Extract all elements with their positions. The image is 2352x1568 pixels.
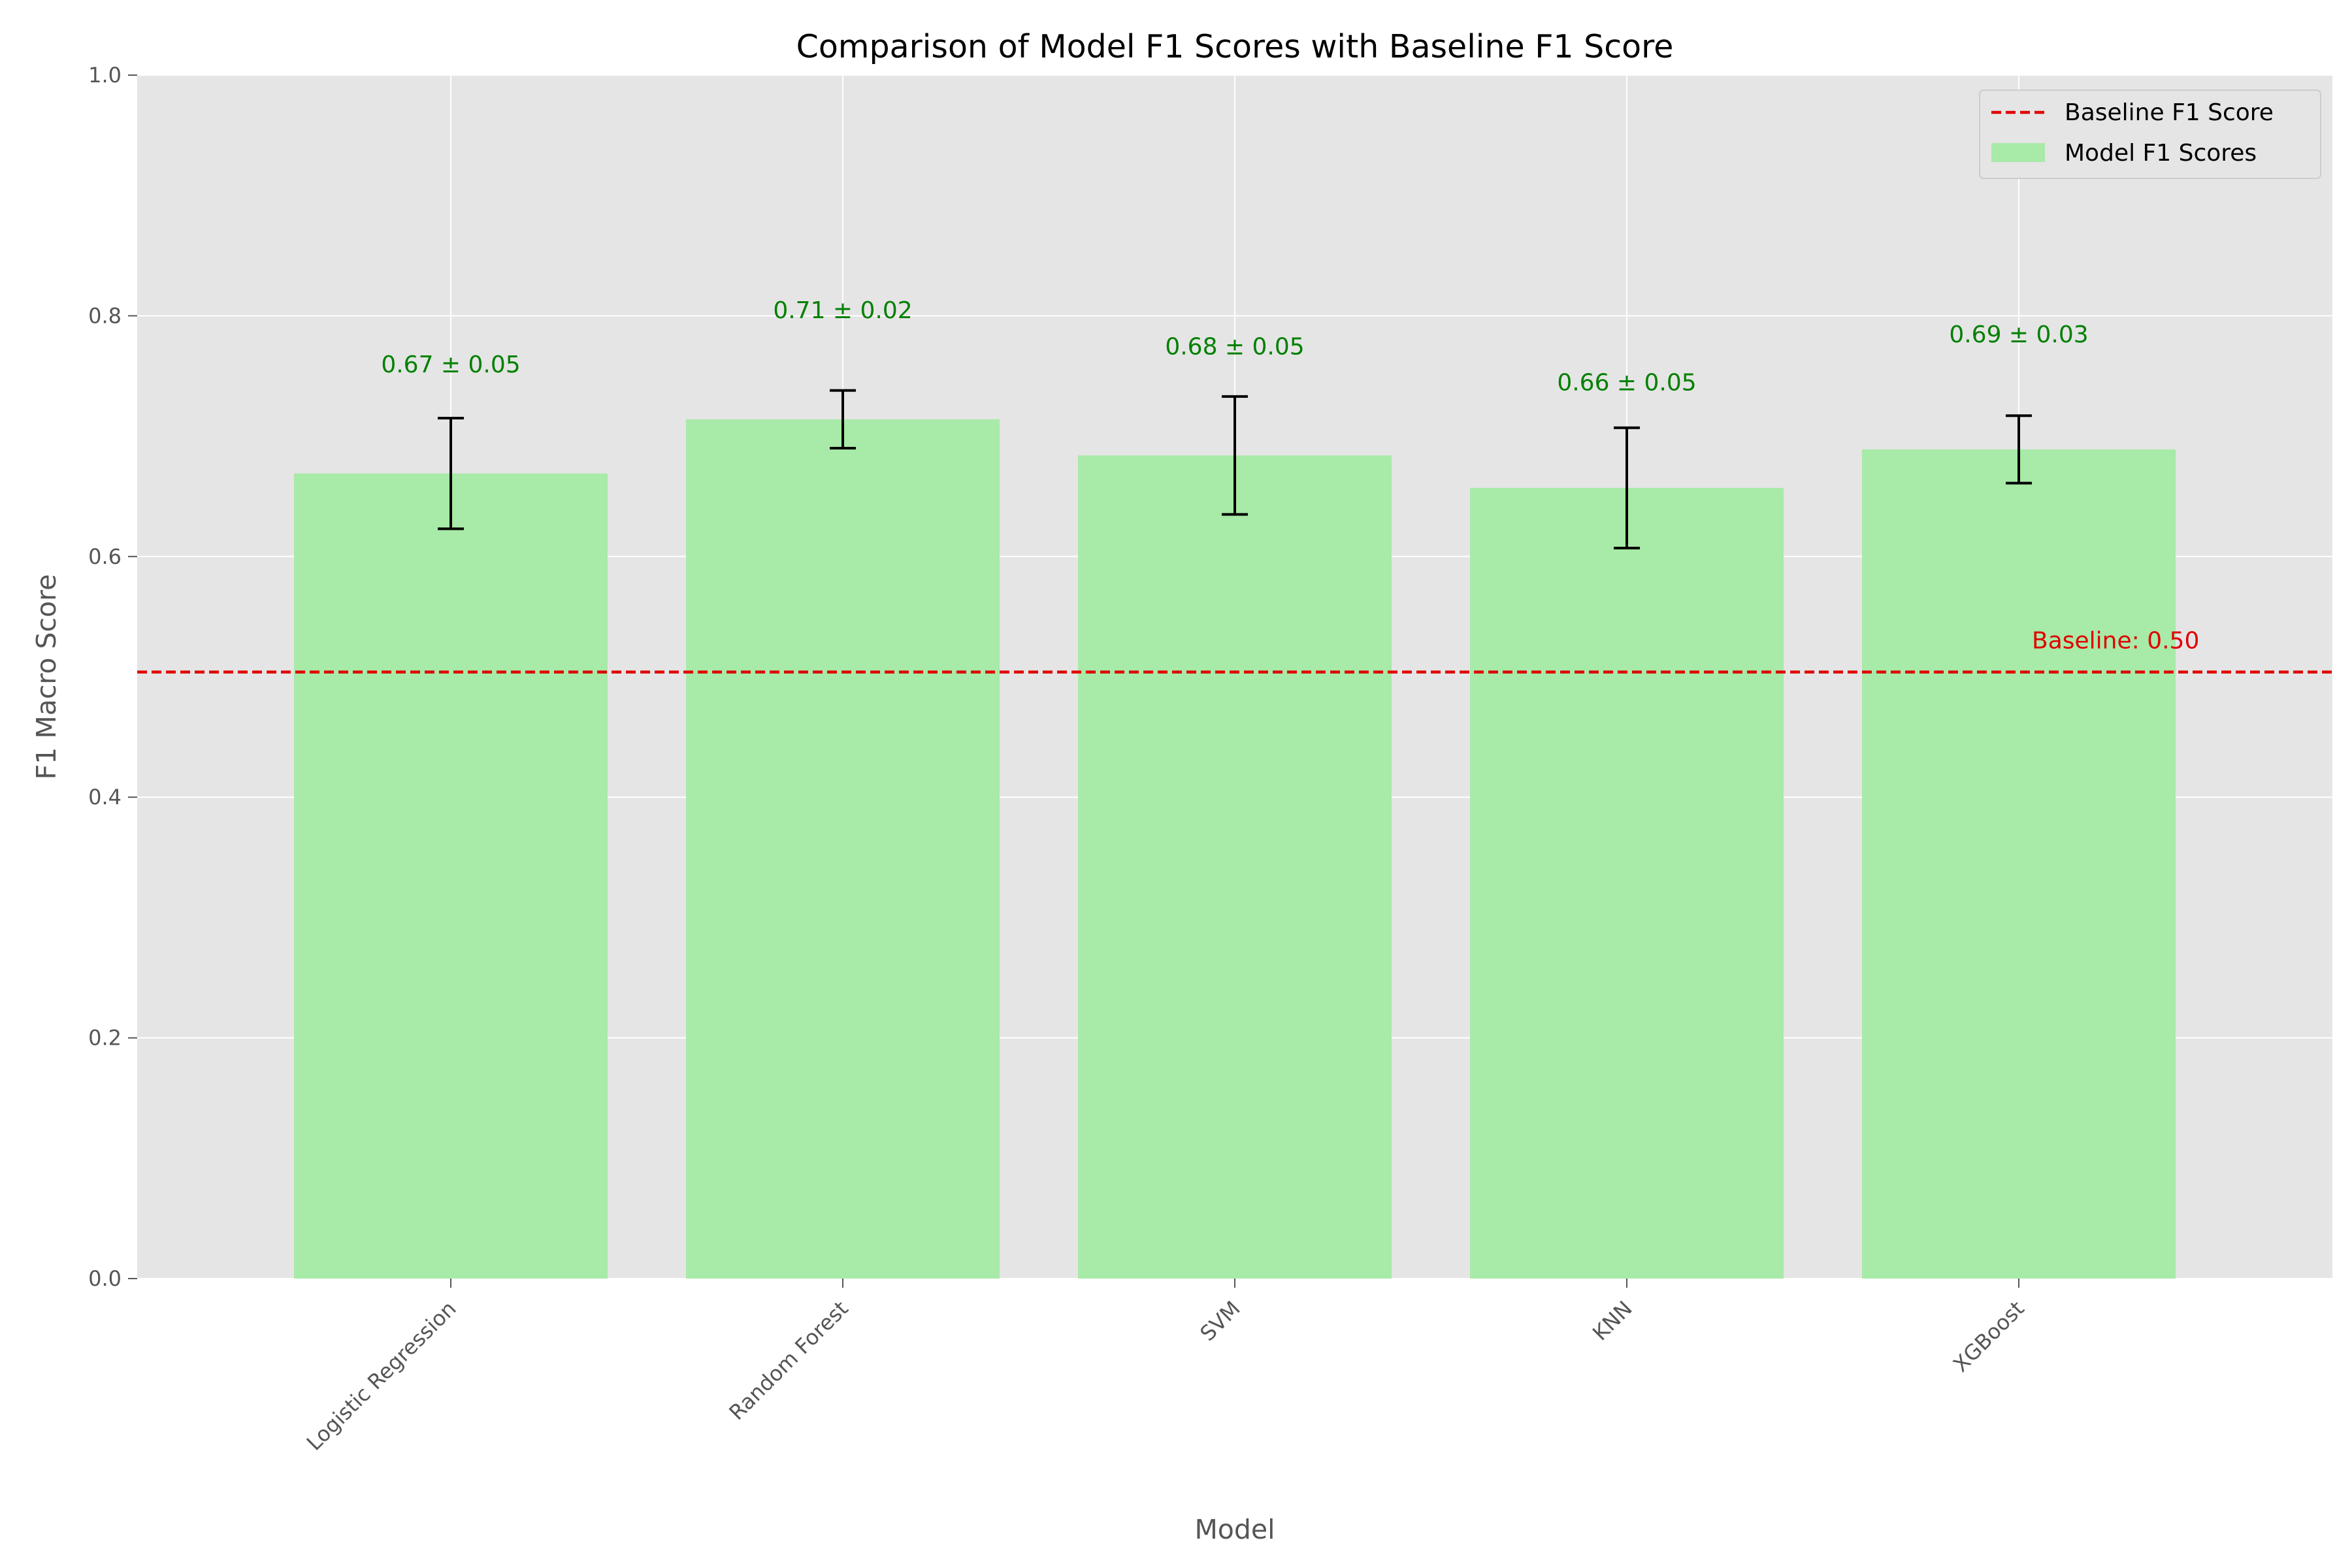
baseline-label: Baseline: 0.50: [2032, 628, 2199, 655]
y-tick-label: 1.0: [88, 63, 122, 88]
baseline: Baseline: 0.50: [137, 628, 2332, 674]
chart-title: Comparison of Model F1 Scores with Basel…: [796, 28, 1674, 65]
x-tick-label: Logistic Regression: [302, 1296, 461, 1456]
x-tick-label: Random Forest: [724, 1296, 853, 1425]
x-tick-label: KNN: [1588, 1296, 1637, 1346]
y-tick-label: 0.0: [88, 1266, 122, 1291]
y-tick-label: 0.2: [88, 1026, 122, 1051]
x-tick-label: SVM: [1195, 1296, 1245, 1346]
y-tick-label: 0.4: [88, 785, 122, 809]
error-bars: [438, 389, 2032, 549]
legend: Baseline F1 Score Model F1 Scores: [1979, 90, 2321, 179]
x-axis: Logistic Regression Random Forest SVM KNN XG…: [302, 1279, 2029, 1456]
bar-labels: 0.67 ± 0.05 0.71 ± 0.02 0.68 ± 0.05 0.66 ± …: [381, 297, 2088, 397]
bar-value-label: 0.67 ± 0.05: [381, 351, 520, 378]
y-tick-label: 0.6: [88, 544, 122, 569]
bar-value-label: 0.69 ± 0.03: [1949, 321, 2088, 348]
y-axis: 0.0 0.2 0.4 0.6 0.8 1.0: [88, 63, 137, 1291]
legend-bar-swatch: [1991, 143, 2045, 162]
x-axis-title: Model: [1194, 1514, 1275, 1545]
x-tick-label: XGBoost: [1948, 1296, 2029, 1377]
bar-value-label: 0.66 ± 0.05: [1557, 370, 1696, 397]
legend-baseline-label: Baseline F1 Score: [2065, 99, 2274, 126]
bar: [686, 419, 1000, 1279]
y-axis-title: F1 Macro Score: [31, 574, 62, 780]
bar-value-label: 0.71 ± 0.02: [773, 297, 912, 324]
y-tick-label: 0.8: [88, 303, 122, 328]
bar: [1078, 455, 1392, 1279]
bar: [1470, 487, 1784, 1279]
bar-value-label: 0.68 ± 0.05: [1165, 333, 1304, 360]
legend-bars-label: Model F1 Scores: [2065, 140, 2257, 167]
bar: [294, 473, 608, 1279]
bars: [294, 419, 2176, 1279]
legend-box: [1979, 90, 2321, 179]
bar: [1862, 449, 2176, 1279]
